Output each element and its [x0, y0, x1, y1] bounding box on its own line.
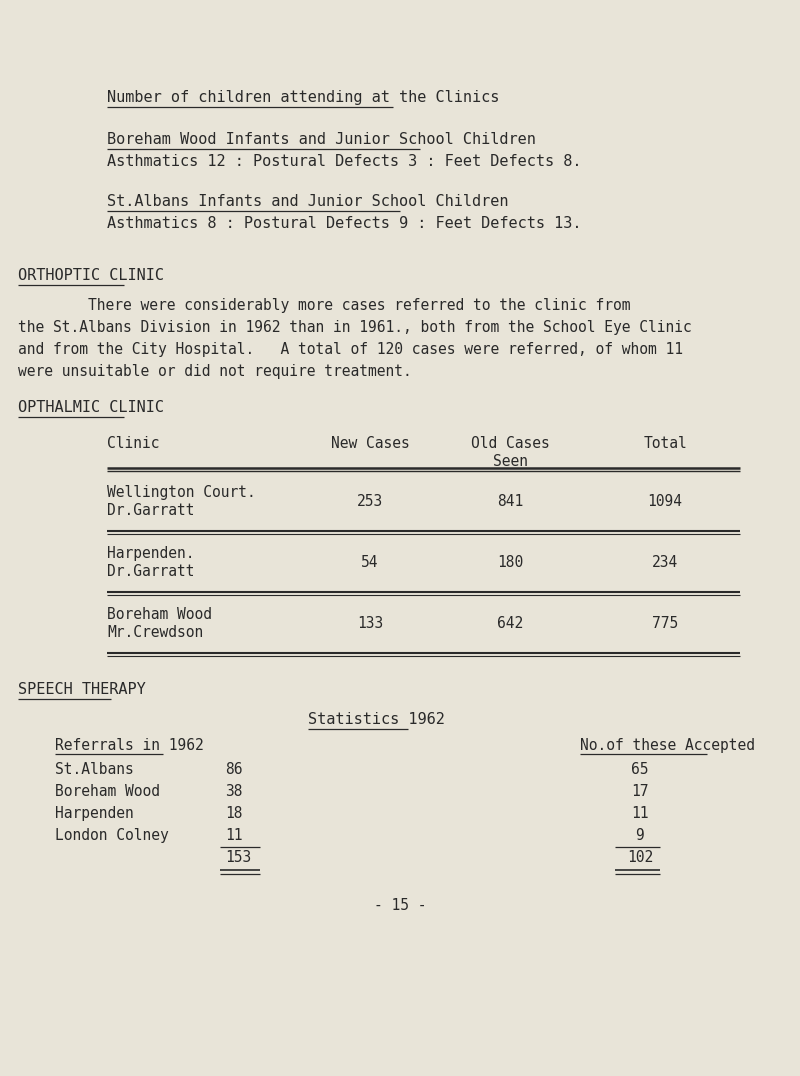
Text: Harpenden: Harpenden [55, 806, 134, 821]
Text: SPEECH THERAPY: SPEECH THERAPY [18, 682, 146, 697]
Text: Old Cases: Old Cases [470, 436, 550, 451]
Text: New Cases: New Cases [330, 436, 410, 451]
Text: Number of children attending at the Clinics: Number of children attending at the Clin… [107, 90, 499, 105]
Text: St.Albans: St.Albans [55, 762, 134, 777]
Text: Clinic: Clinic [107, 436, 159, 451]
Text: No.of these Accepted: No.of these Accepted [580, 738, 755, 753]
Text: ORTHOPTIC CLINIC: ORTHOPTIC CLINIC [18, 268, 164, 283]
Text: St.Albans Infants and Junior School Children: St.Albans Infants and Junior School Chil… [107, 194, 509, 209]
Text: 642: 642 [497, 615, 523, 631]
Text: 775: 775 [652, 615, 678, 631]
Text: 180: 180 [497, 555, 523, 570]
Text: Asthmatics 12 : Postural Defects 3 : Feet Defects 8.: Asthmatics 12 : Postural Defects 3 : Fee… [107, 154, 582, 169]
Text: Boreham Wood Infants and Junior School Children: Boreham Wood Infants and Junior School C… [107, 132, 536, 147]
Text: OPTHALMIC CLINIC: OPTHALMIC CLINIC [18, 400, 164, 415]
Text: 841: 841 [497, 494, 523, 509]
Text: were unsuitable or did not require treatment.: were unsuitable or did not require treat… [18, 364, 412, 379]
Text: 17: 17 [631, 784, 649, 799]
Text: 11: 11 [631, 806, 649, 821]
Text: 65: 65 [631, 762, 649, 777]
Text: 86: 86 [225, 762, 242, 777]
Text: Wellington Court.: Wellington Court. [107, 485, 256, 500]
Text: There were considerably more cases referred to the clinic from: There were considerably more cases refer… [18, 298, 630, 313]
Text: the St.Albans Division in 1962 than in 1961., both from the School Eye Clinic: the St.Albans Division in 1962 than in 1… [18, 320, 692, 335]
Text: Mr.Crewdson: Mr.Crewdson [107, 625, 203, 640]
Text: 153: 153 [225, 850, 251, 865]
Text: Asthmatics 8 : Postural Defects 9 : Feet Defects 13.: Asthmatics 8 : Postural Defects 9 : Feet… [107, 216, 582, 231]
Text: 11: 11 [225, 829, 242, 843]
Text: Statistics 1962: Statistics 1962 [308, 712, 445, 727]
Text: Boreham Wood: Boreham Wood [55, 784, 160, 799]
Text: 9: 9 [636, 829, 644, 843]
Text: London Colney: London Colney [55, 829, 169, 843]
Text: 234: 234 [652, 555, 678, 570]
Text: 1094: 1094 [647, 494, 682, 509]
Text: Seen: Seen [493, 454, 527, 469]
Text: Harpenden.: Harpenden. [107, 546, 194, 561]
Text: Dr.Garratt: Dr.Garratt [107, 502, 194, 518]
Text: Dr.Garratt: Dr.Garratt [107, 564, 194, 579]
Text: 18: 18 [225, 806, 242, 821]
Text: Boreham Wood: Boreham Wood [107, 607, 212, 622]
Text: Total: Total [643, 436, 687, 451]
Text: 133: 133 [357, 615, 383, 631]
Text: 253: 253 [357, 494, 383, 509]
Text: and from the City Hospital.   A total of 120 cases were referred, of whom 11: and from the City Hospital. A total of 1… [18, 342, 683, 357]
Text: 54: 54 [362, 555, 378, 570]
Text: 38: 38 [225, 784, 242, 799]
Text: Referrals in 1962: Referrals in 1962 [55, 738, 204, 753]
Text: - 15 -: - 15 - [374, 898, 426, 914]
Text: 102: 102 [627, 850, 653, 865]
